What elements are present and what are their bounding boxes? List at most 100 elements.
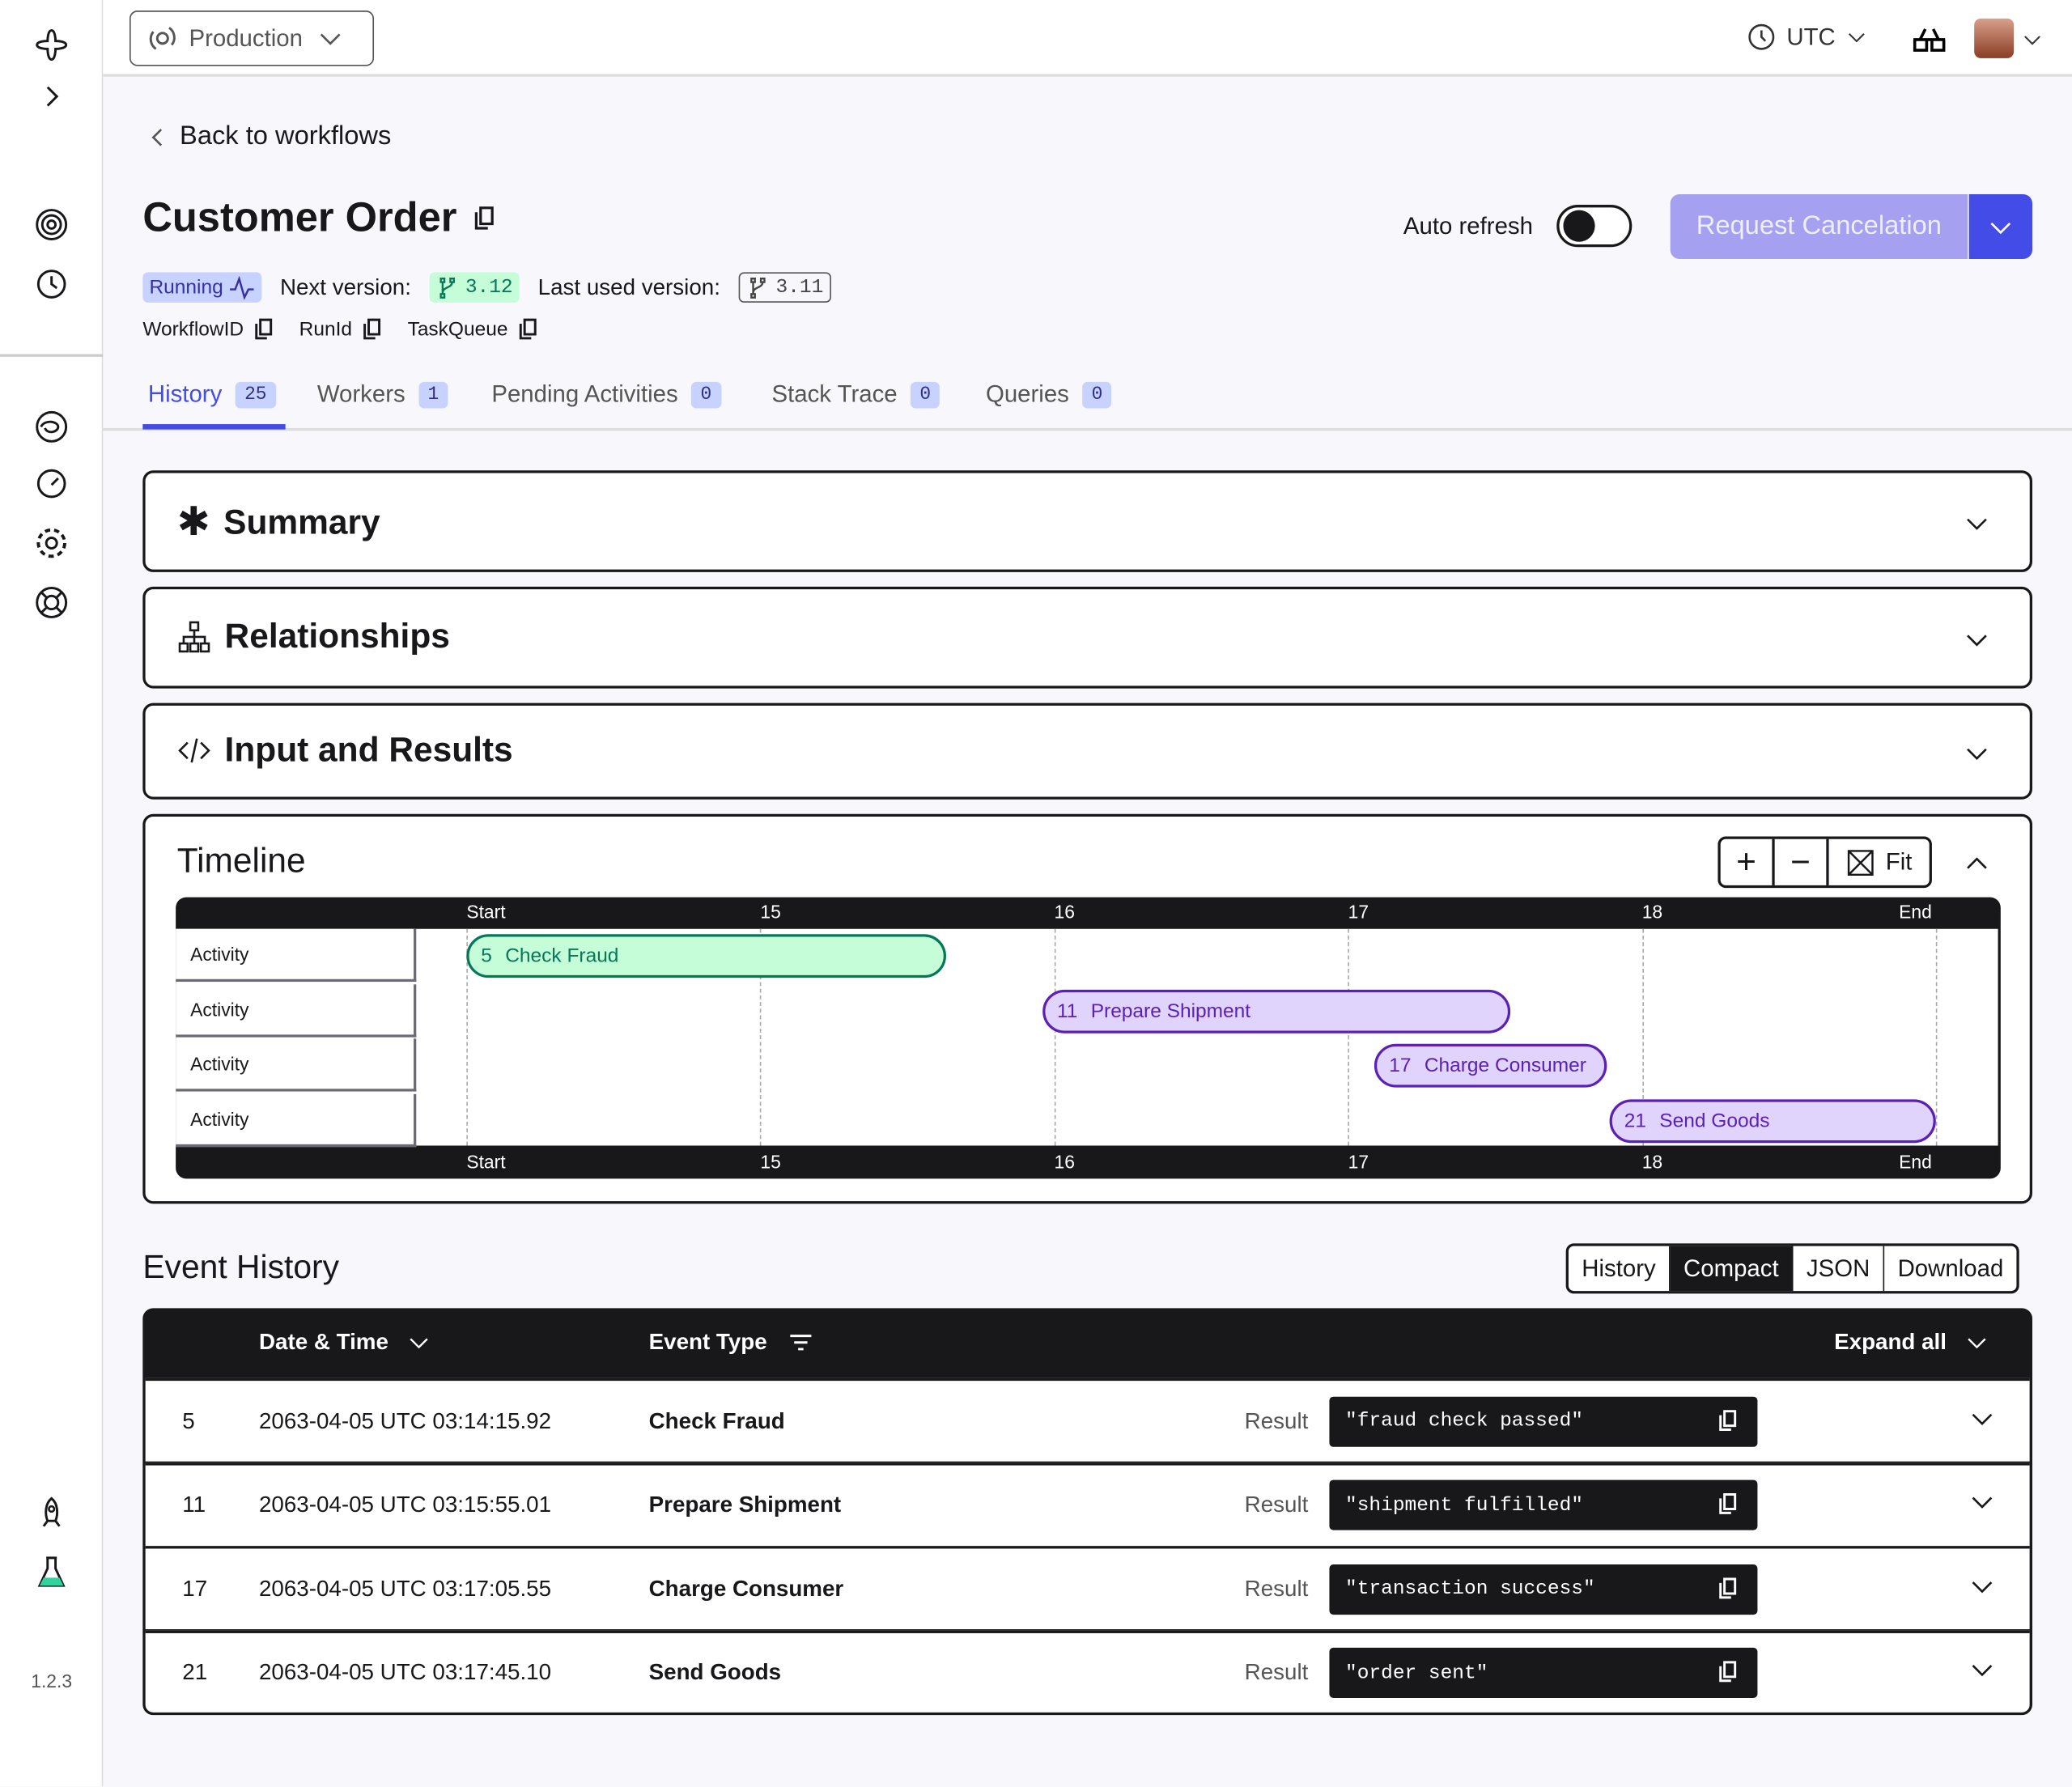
- summary-section[interactable]: ✱ Summary: [142, 470, 2033, 572]
- chevron-down-icon[interactable]: [2022, 29, 2043, 50]
- auto-refresh-label: Auto refresh: [1403, 212, 1533, 240]
- chevron-down-icon[interactable]: [1964, 510, 1990, 537]
- view-download-button[interactable]: Download: [1897, 1254, 2004, 1281]
- view-history-button[interactable]: History: [1569, 1246, 1671, 1292]
- event-id: 11: [182, 1492, 206, 1517]
- result-value: "transaction success": [1329, 1564, 1758, 1615]
- tab-label: Queries: [985, 380, 1069, 407]
- sidebar: 1.2.3: [0, 0, 104, 1787]
- tick-label-bottom: 17: [1348, 1151, 1369, 1173]
- date-column-header[interactable]: Date & Time: [259, 1329, 431, 1356]
- chevron-down-icon[interactable]: [1969, 1657, 1996, 1690]
- tick-label-top: Start: [466, 901, 506, 923]
- support-lifebuoy-icon[interactable]: [33, 584, 70, 622]
- grid-line: [1054, 928, 1056, 1146]
- tab-label: Pending Activities: [491, 380, 678, 407]
- id-row: WorkflowID RunId TaskQueue: [142, 316, 542, 342]
- tab-count-badge: 0: [1082, 381, 1112, 408]
- schedules-icon[interactable]: [33, 265, 70, 303]
- event-row[interactable]: 17 2063-04-05 UTC 03:17:05.55 Charge Consu…: [145, 1546, 2030, 1630]
- event-id: 5: [182, 1407, 195, 1433]
- settings-gear-icon[interactable]: [33, 524, 70, 562]
- namespace-label: Production: [189, 24, 303, 51]
- namespaces-icon[interactable]: [33, 408, 70, 445]
- timezone-select[interactable]: UTC: [1747, 23, 1867, 52]
- tab-workers[interactable]: Workers 1: [317, 380, 448, 408]
- tick-label-bottom: End: [1899, 1151, 1932, 1173]
- event-row[interactable]: 11 2063-04-05 UTC 03:15:55.01 Prepare Ship…: [145, 1462, 2030, 1546]
- rocket-icon[interactable]: [33, 1495, 70, 1532]
- workflow-actions-dropdown[interactable]: [1968, 193, 2033, 259]
- tab-pending-activities[interactable]: Pending Activities 0: [491, 380, 721, 408]
- workflow-title-row: Customer Order: [142, 194, 499, 242]
- timeline-bar[interactable]: 17 Charge Consumer: [1374, 1043, 1607, 1088]
- copy-workflow-id[interactable]: WorkflowID: [142, 316, 278, 342]
- grid-line: [466, 928, 468, 1146]
- event-row[interactable]: 5 2063-04-05 UTC 03:14:15.92 Check Fraud Re…: [145, 1377, 2030, 1462]
- auto-refresh-toggle[interactable]: [1556, 205, 1633, 248]
- bar-event-id: 11: [1056, 1000, 1078, 1022]
- expand-sidebar-icon[interactable]: [33, 78, 70, 115]
- result-label: Result: [1244, 1492, 1309, 1517]
- fit-button[interactable]: Fit: [1829, 839, 1930, 885]
- relationships-title: Relationships: [224, 615, 450, 656]
- data-encoder-glasses-icon[interactable]: [1911, 23, 1948, 59]
- request-cancelation-button[interactable]: Request Cancelation: [1670, 193, 1968, 259]
- result-text: "fraud check passed": [1345, 1410, 1583, 1433]
- chevron-down-icon[interactable]: [1964, 740, 1990, 766]
- chevron-down-icon[interactable]: [1964, 626, 1990, 653]
- result-label: Result: [1244, 1659, 1309, 1685]
- copy-icon[interactable]: [1715, 1491, 1742, 1524]
- usage-gauge-icon[interactable]: [33, 465, 70, 503]
- logo-icon[interactable]: [33, 27, 70, 64]
- view-compact-button[interactable]: Compact: [1670, 1246, 1794, 1292]
- event-type-column-header[interactable]: Event Type: [649, 1329, 815, 1356]
- zoom-in-button[interactable]: +: [1721, 838, 1775, 885]
- relationships-section[interactable]: Relationships: [142, 586, 2033, 689]
- copy-task-queue[interactable]: TaskQueue: [408, 316, 542, 342]
- run-id-label: RunId: [299, 317, 352, 341]
- copy-icon[interactable]: [1715, 1407, 1742, 1440]
- user-avatar[interactable]: [1974, 18, 2015, 58]
- tab-history[interactable]: History 25: [148, 380, 276, 408]
- tick-label-bottom: Start: [466, 1151, 506, 1173]
- status-badge: Running: [142, 272, 262, 303]
- copy-icon[interactable]: [1715, 1574, 1742, 1607]
- timeline-bar[interactable]: 11 Prepare Shipment: [1042, 989, 1510, 1033]
- event-id: 21: [182, 1659, 208, 1685]
- input-results-section[interactable]: Input and Results: [142, 702, 2033, 800]
- chevron-down-icon[interactable]: [1969, 1573, 1996, 1606]
- copy-icon: [252, 316, 278, 342]
- chevron-up-icon[interactable]: [1964, 851, 1990, 877]
- tab-count-badge: 0: [691, 381, 721, 408]
- timeline-bar[interactable]: 21 Send Goods: [1609, 1098, 1936, 1143]
- labs-flask-icon[interactable]: [33, 1554, 70, 1591]
- zoom-out-button[interactable]: −: [1775, 838, 1829, 885]
- timeline-bar[interactable]: 5 Check Fraud: [466, 934, 946, 978]
- copy-run-id[interactable]: RunId: [299, 316, 387, 342]
- back-to-workflows-link[interactable]: Back to workflows: [148, 121, 392, 152]
- tab-stack-trace[interactable]: Stack Trace 0: [771, 380, 940, 408]
- back-label: Back to workflows: [180, 121, 392, 151]
- copy-icon[interactable]: [470, 203, 499, 232]
- namespace-select[interactable]: Production: [129, 11, 375, 66]
- chevron-left-icon: [151, 128, 163, 146]
- expand-all-button[interactable]: Expand all: [1834, 1329, 1989, 1356]
- last-version-value: 3.11: [775, 276, 824, 299]
- workflows-icon[interactable]: [33, 206, 70, 244]
- chevron-down-icon: [1846, 27, 1867, 48]
- event-row[interactable]: 21 2063-04-05 UTC 03:17:45.10 Send Goods Re…: [145, 1629, 2030, 1713]
- view-json-button[interactable]: JSON: [1794, 1246, 1885, 1292]
- next-version-badge: 3.12: [429, 272, 520, 303]
- result-label: Result: [1244, 1407, 1309, 1433]
- filter-icon: [791, 1335, 813, 1351]
- tab-queries[interactable]: Queries 0: [986, 380, 1112, 408]
- copy-icon[interactable]: [1715, 1658, 1742, 1691]
- activity-pulse-icon: [229, 275, 254, 299]
- tab-count-badge: 1: [418, 381, 448, 408]
- input-results-title: Input and Results: [224, 729, 513, 770]
- chevron-down-icon[interactable]: [1969, 1405, 1996, 1438]
- row-label: Activity: [176, 983, 417, 1037]
- sidebar-divider: [0, 354, 104, 357]
- chevron-down-icon[interactable]: [1969, 1488, 1996, 1522]
